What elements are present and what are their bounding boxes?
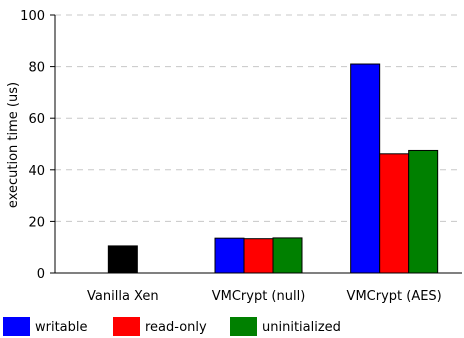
y-tick-label: 20 bbox=[28, 215, 45, 230]
y-tick-label: 80 bbox=[28, 61, 45, 76]
bar-uninitialized bbox=[272, 237, 303, 274]
legend-label-read-only: read-only bbox=[145, 320, 207, 335]
x-tick-label: VMCrypt (AES) bbox=[347, 289, 442, 304]
legend-swatch-writable bbox=[3, 317, 30, 336]
legend-label-uninitialized: uninitialized bbox=[262, 320, 341, 335]
legend-label-writable: writable bbox=[35, 320, 88, 335]
bar-writable bbox=[214, 237, 245, 274]
legend: writable read-only uninitialized bbox=[3, 317, 341, 336]
legend-swatch-uninitialized bbox=[230, 317, 257, 336]
x-tick-label: Vanilla Xen bbox=[87, 289, 159, 304]
y-tick-label: 0 bbox=[37, 267, 45, 282]
bar-uninitialized bbox=[408, 149, 439, 274]
grid-lines bbox=[55, 14, 462, 222]
y-tick-label: 40 bbox=[28, 164, 45, 179]
bars bbox=[107, 63, 439, 274]
bar-baseline bbox=[107, 245, 138, 274]
x-tick-labels: Vanilla Xen VMCrypt (null) VMCrypt (AES) bbox=[87, 289, 442, 304]
bar-read-only bbox=[379, 153, 410, 274]
legend-swatch-read-only bbox=[113, 317, 140, 336]
x-tick-label: VMCrypt (null) bbox=[212, 289, 306, 304]
y-tick-label: 100 bbox=[20, 9, 45, 24]
y-tick-labels: 0 20 40 60 80 100 bbox=[20, 9, 45, 282]
bar-writable bbox=[350, 63, 381, 274]
bar-read-only bbox=[243, 238, 274, 274]
y-tick-label: 60 bbox=[28, 112, 45, 127]
y-axis-title: execution time (us) bbox=[6, 82, 21, 208]
axes bbox=[50, 14, 462, 274]
